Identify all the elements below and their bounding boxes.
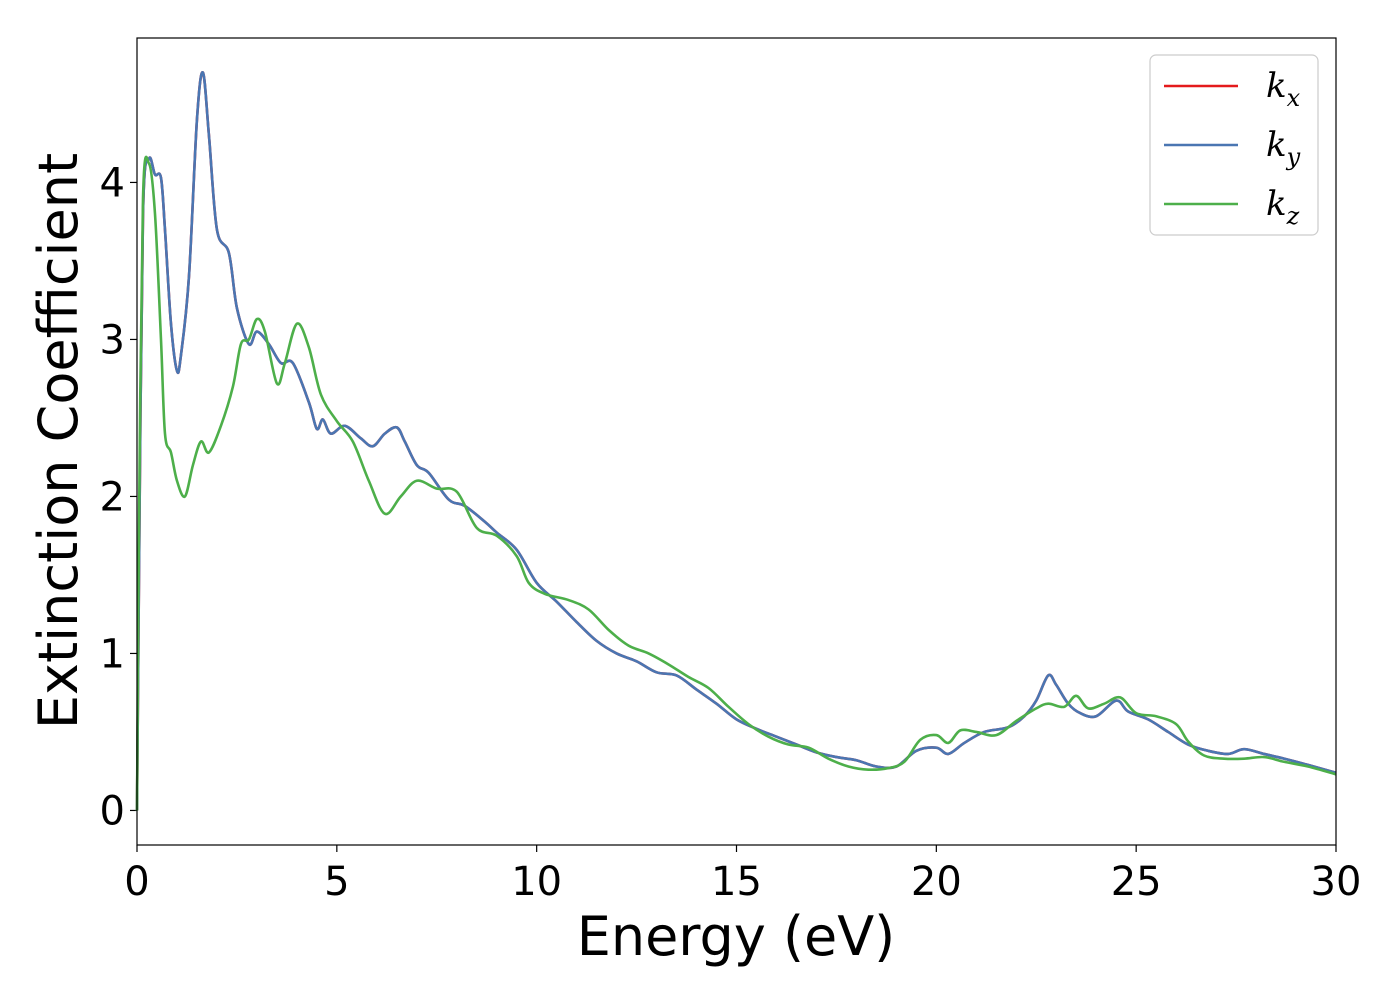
plot-frame (136, 37, 1337, 846)
x-tick-label: 30 (1311, 859, 1362, 905)
legend-label-kz: kz (1266, 184, 1300, 230)
series-line-ky (135, 71, 1337, 811)
series-line-kz (135, 155, 1337, 811)
y-axis-ticks: 0 1 2 3 4 (100, 160, 137, 834)
y-tick-label: 1 (100, 631, 125, 677)
x-tick-label: 15 (711, 859, 762, 905)
y-tick-label: 3 (100, 317, 125, 363)
legend-label-kx: kx (1266, 66, 1301, 112)
x-axis-label: Energy (eV) (577, 905, 896, 968)
y-tick-label: 4 (100, 160, 125, 206)
x-tick-label: 20 (911, 859, 962, 905)
series-lines (135, 71, 1337, 811)
x-tick-label: 5 (324, 859, 349, 905)
y-axis-label: Extinction Coefficient (27, 153, 90, 729)
legend-label-ky: ky (1266, 125, 1301, 171)
y-tick-label: 2 (100, 474, 125, 520)
x-axis-ticks: 0 5 10 15 20 25 30 (124, 845, 1361, 905)
x-tick-label: 10 (511, 859, 562, 905)
legend: kx ky kz (1149, 54, 1319, 236)
x-tick-label: 0 (124, 859, 149, 905)
plot-area (137, 38, 1336, 845)
x-tick-label: 25 (1111, 859, 1162, 905)
y-tick-label: 0 (100, 788, 125, 834)
